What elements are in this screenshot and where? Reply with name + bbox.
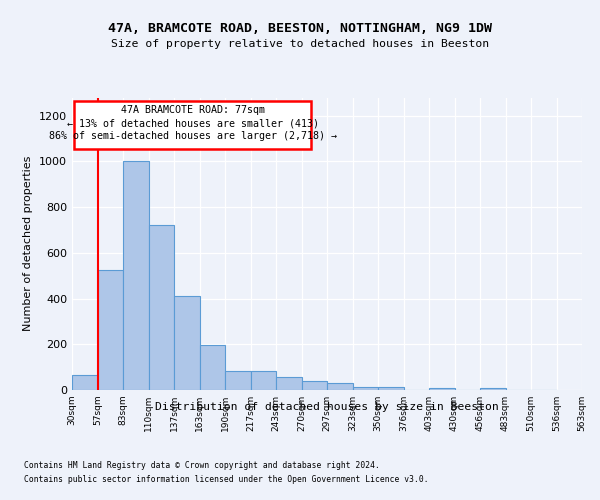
Text: 47A, BRAMCOTE ROAD, BEESTON, NOTTINGHAM, NG9 1DW: 47A, BRAMCOTE ROAD, BEESTON, NOTTINGHAM,… [108,22,492,36]
Bar [97,270,123,390]
Bar [225,370,251,390]
Bar [72,375,97,390]
Bar [123,162,149,390]
Bar [199,346,225,390]
Bar [429,388,455,390]
Text: ← 13% of detached houses are smaller (413): ← 13% of detached houses are smaller (41… [67,118,319,128]
Bar [353,386,378,390]
Y-axis label: Number of detached properties: Number of detached properties [23,156,34,332]
Text: Contains HM Land Registry data © Crown copyright and database right 2024.: Contains HM Land Registry data © Crown c… [24,462,380,470]
Text: 47A BRAMCOTE ROAD: 77sqm: 47A BRAMCOTE ROAD: 77sqm [121,106,265,116]
Text: 86% of semi-detached houses are larger (2,718) →: 86% of semi-detached houses are larger (… [49,130,337,140]
Bar [480,388,505,390]
Bar [74,101,311,149]
Bar [302,381,327,390]
Bar [174,296,199,390]
Bar [149,226,174,390]
Bar [276,378,302,390]
Text: Contains public sector information licensed under the Open Government Licence v3: Contains public sector information licen… [24,474,428,484]
Text: Size of property relative to detached houses in Beeston: Size of property relative to detached ho… [111,39,489,49]
Bar [327,383,353,390]
Text: Distribution of detached houses by size in Beeston: Distribution of detached houses by size … [155,402,499,411]
Bar [378,386,404,390]
Bar [251,370,276,390]
